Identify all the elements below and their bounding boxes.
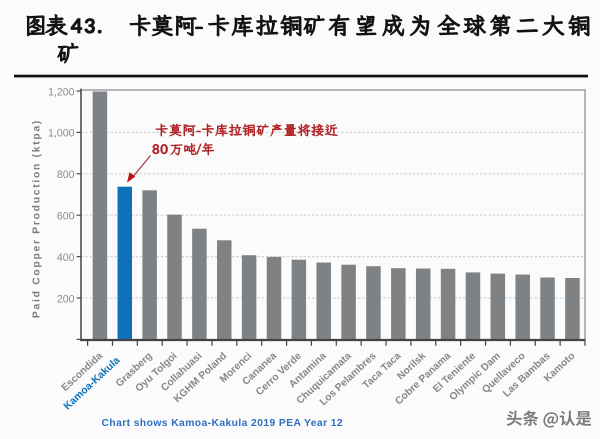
svg-text:400: 400: [57, 252, 75, 264]
svg-text:200: 200: [57, 293, 75, 305]
svg-text:1,000: 1,000: [48, 128, 75, 140]
svg-text:Paid Copper Production (ktpa): Paid Copper Production (ktpa): [32, 119, 43, 318]
svg-text:1,200: 1,200: [48, 86, 75, 98]
svg-text:600: 600: [57, 211, 75, 223]
svg-text:800: 800: [57, 169, 75, 181]
svg-text:Chart shows Kamoa-Kakula 2019: Chart shows Kamoa-Kakula 2019 PEA Year 1…: [102, 418, 344, 429]
